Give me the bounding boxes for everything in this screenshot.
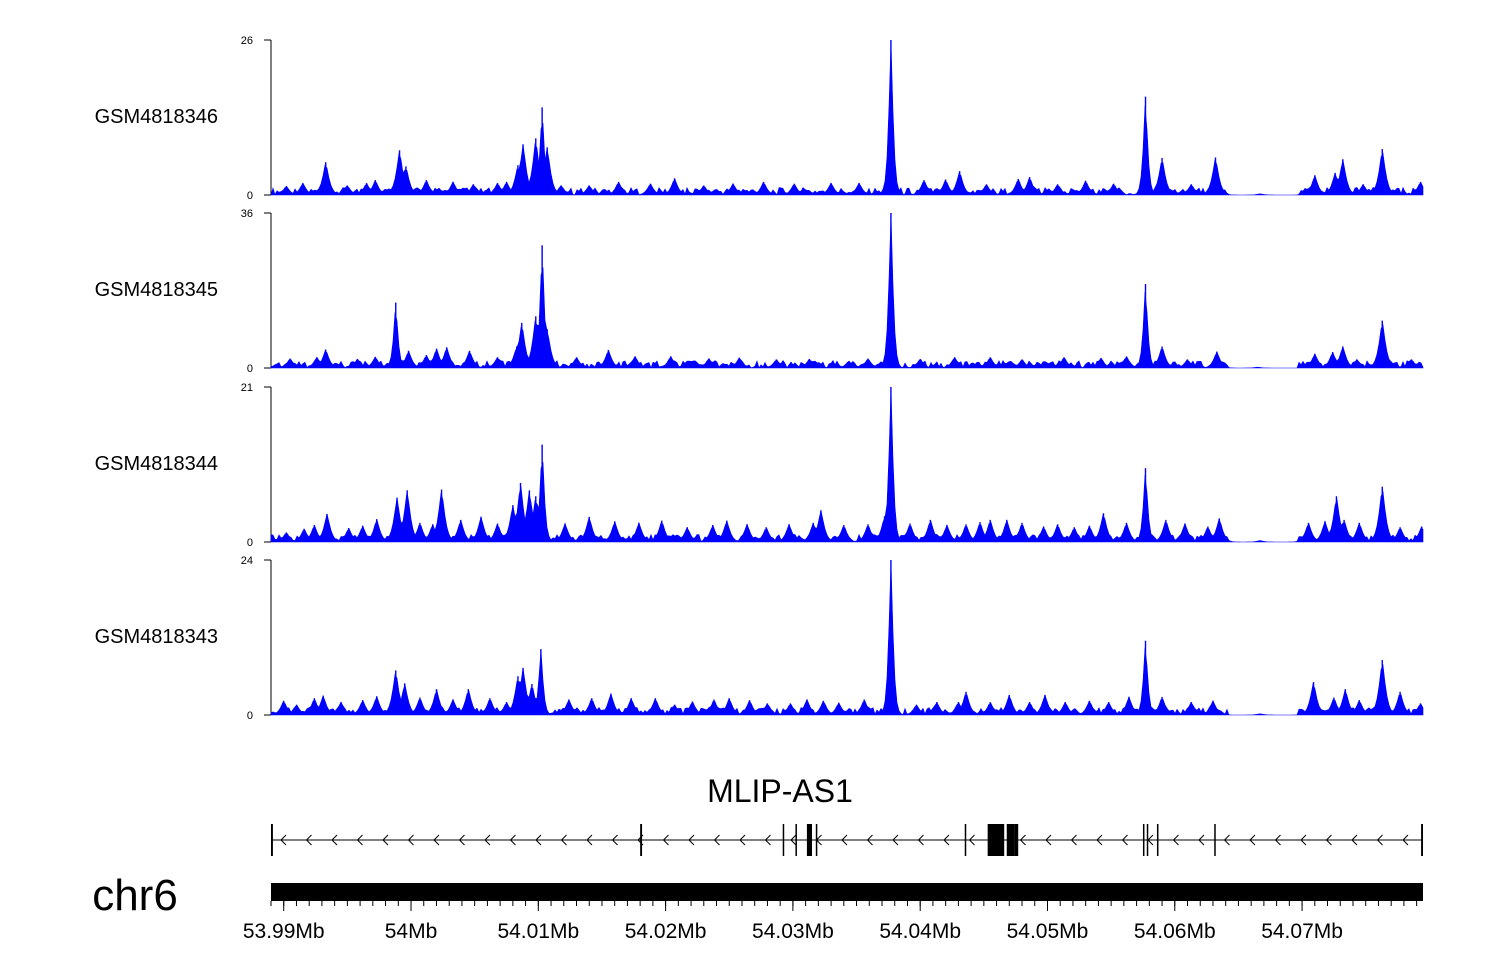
chromosome-bar bbox=[271, 883, 1423, 901]
gene-exon bbox=[1006, 824, 1015, 856]
strand-chevron bbox=[1096, 834, 1103, 846]
x-tick-label: 54.06Mb bbox=[1134, 920, 1216, 943]
strand-chevron bbox=[407, 834, 414, 846]
strand-chevron bbox=[305, 834, 312, 846]
strand-chevron bbox=[790, 834, 797, 846]
strand-chevron bbox=[764, 834, 771, 846]
signal-area bbox=[270, 388, 1424, 543]
gene-exon bbox=[815, 824, 818, 856]
strand-chevron bbox=[1325, 834, 1332, 846]
strand-chevron bbox=[968, 834, 975, 846]
strand-chevron bbox=[739, 834, 746, 846]
strand-chevron bbox=[1045, 834, 1052, 846]
strand-chevron bbox=[484, 834, 491, 846]
x-tick-label: 54Mb bbox=[385, 920, 438, 943]
strand-chevron bbox=[433, 834, 440, 846]
track-GSM4818345: GSM4818345 36 0 bbox=[95, 208, 1424, 375]
track-label: GSM4818345 bbox=[95, 279, 218, 301]
x-tick-label: 53.99Mb bbox=[243, 920, 325, 943]
track-GSM4818343: GSM4818343 24 0 bbox=[95, 555, 1424, 722]
gene-model bbox=[271, 824, 1423, 856]
y-tick-label-zero: 0 bbox=[247, 537, 253, 549]
x-tick-label: 54.03Mb bbox=[752, 920, 834, 943]
y-tick-label-zero: 0 bbox=[247, 190, 253, 202]
strand-chevron bbox=[1402, 834, 1409, 846]
strand-chevron bbox=[943, 834, 950, 846]
gene-exon bbox=[1214, 824, 1216, 856]
strand-chevron bbox=[841, 834, 848, 846]
gene-name-label: MLIP-AS1 bbox=[707, 773, 853, 809]
y-tick-label-zero: 0 bbox=[247, 710, 253, 722]
gene-exon bbox=[1146, 824, 1149, 856]
strand-chevron bbox=[917, 834, 924, 846]
gene-exon bbox=[271, 824, 273, 856]
y-tick-label-max: 36 bbox=[241, 208, 253, 220]
strand-chevron bbox=[892, 834, 899, 846]
x-tick-label: 54.01Mb bbox=[497, 920, 579, 943]
gene-exon bbox=[795, 824, 797, 856]
gene-exon bbox=[1142, 824, 1145, 856]
track-label: GSM4818346 bbox=[95, 106, 218, 128]
signal-area bbox=[270, 561, 1424, 716]
x-tick-label: 54.02Mb bbox=[625, 920, 707, 943]
strand-chevron bbox=[382, 834, 389, 846]
strand-chevron bbox=[866, 834, 873, 846]
track-GSM4818344: GSM4818344 21 0 bbox=[95, 382, 1424, 549]
strand-chevron bbox=[1300, 834, 1307, 846]
strand-chevron bbox=[586, 834, 593, 846]
strand-chevron bbox=[662, 834, 669, 846]
strand-chevron bbox=[331, 834, 338, 846]
strand-chevron bbox=[688, 834, 695, 846]
track-label: GSM4818343 bbox=[95, 626, 218, 648]
strand-chevron bbox=[1249, 834, 1256, 846]
strand-chevron bbox=[1198, 834, 1205, 846]
strand-chevron bbox=[1376, 834, 1383, 846]
strand-chevron bbox=[1070, 834, 1077, 846]
strand-chevron bbox=[1172, 834, 1179, 846]
strand-chevron bbox=[560, 834, 567, 846]
x-tick-label: 54.04Mb bbox=[879, 920, 961, 943]
gene-exon bbox=[987, 824, 1005, 856]
chromosome-label: chr6 bbox=[92, 871, 178, 920]
strand-chevron bbox=[458, 834, 465, 846]
signal-tracks: GSM4818346260GSM4818345360GSM4818344210G… bbox=[95, 35, 1424, 722]
gene-exon bbox=[1421, 824, 1423, 856]
strand-chevron bbox=[280, 834, 287, 846]
strand-chevron bbox=[611, 834, 618, 846]
track-label: GSM4818344 bbox=[95, 453, 218, 475]
strand-chevron bbox=[1274, 834, 1281, 846]
strand-chevron bbox=[356, 834, 363, 846]
gene-exon bbox=[1014, 824, 1019, 856]
signal-area bbox=[270, 41, 1424, 196]
y-tick-label-max: 26 bbox=[241, 35, 253, 47]
y-tick-label-zero: 0 bbox=[247, 363, 253, 375]
gene-exon bbox=[964, 824, 967, 856]
gene-exon bbox=[806, 824, 812, 856]
y-tick-label-max: 21 bbox=[241, 382, 253, 394]
strand-chevron bbox=[509, 834, 516, 846]
gene-exon bbox=[1156, 824, 1159, 856]
x-tick-label: 54.05Mb bbox=[1007, 920, 1089, 943]
strand-chevron bbox=[1019, 834, 1026, 846]
gene-exon bbox=[782, 824, 785, 856]
genome-x-axis: 53.99Mb 54Mb 54.01Mb 54.02Mb 54.03Mb 54.04Mb 5… bbox=[243, 901, 1418, 943]
gene-exon bbox=[640, 824, 643, 856]
strand-chevron bbox=[1121, 834, 1128, 846]
strand-chevron bbox=[713, 834, 720, 846]
strand-chevron bbox=[1351, 834, 1358, 846]
strand-chevron bbox=[1223, 834, 1230, 846]
x-tick-label: 54.07Mb bbox=[1261, 920, 1343, 943]
strand-chevron bbox=[535, 834, 542, 846]
track-GSM4818346: GSM4818346 26 0 bbox=[95, 35, 1424, 202]
y-tick-label-max: 24 bbox=[241, 555, 253, 567]
signal-area bbox=[270, 214, 1424, 369]
